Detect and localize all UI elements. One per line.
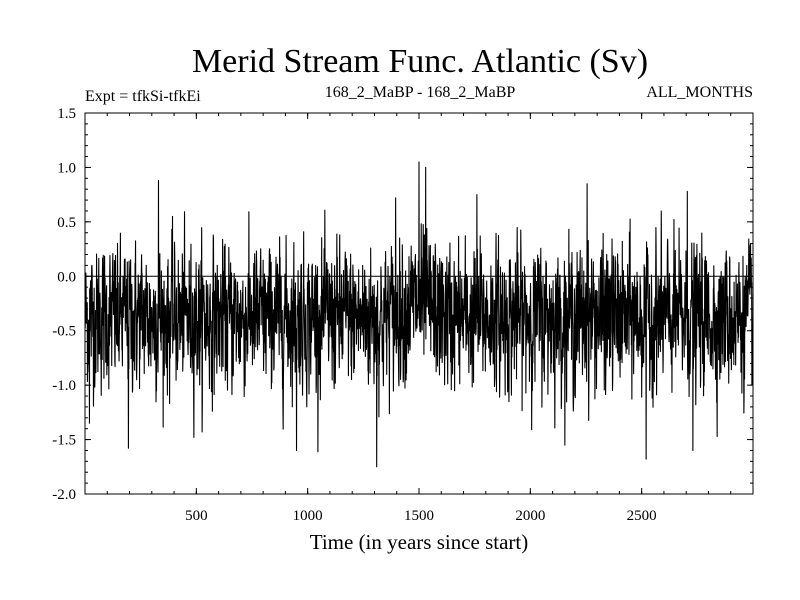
y-tick-label: 0.0	[57, 269, 76, 285]
x-tick-label: 1000	[293, 508, 323, 524]
x-axis: 500 1000 1500 2000 2500	[106, 113, 732, 524]
series-line	[84, 161, 754, 468]
subtitle-left: Expt = tfkSi-tfkEi	[85, 88, 201, 105]
y-tick-label: 1.0	[57, 160, 76, 176]
subtitle-center: 168_2_MaBP - 168_2_MaBP	[325, 84, 516, 101]
x-tick-label: 1500	[404, 508, 434, 524]
x-tick-label: 500	[185, 508, 208, 524]
chart-title: Merid Stream Func. Atlantic (Sv)	[192, 43, 648, 80]
y-tick-label: -0.5	[52, 324, 76, 340]
x-tick-label: 2500	[627, 508, 657, 524]
subtitle-right: ALL_MONTHS	[646, 84, 753, 101]
y-tick-label: 0.5	[57, 215, 76, 231]
x-tick-label: 2000	[515, 508, 545, 524]
x-axis-label: Time (in years since start)	[310, 530, 529, 554]
y-axis: -2.0 -1.5 -1.0 -0.5 0.0 0.5 1.0 1.5	[52, 106, 753, 503]
y-tick-label: 1.5	[57, 106, 76, 122]
series-group	[84, 161, 754, 468]
y-tick-label: -2.0	[52, 487, 76, 503]
y-tick-label: -1.5	[52, 433, 76, 449]
y-tick-label: -1.0	[52, 378, 76, 394]
